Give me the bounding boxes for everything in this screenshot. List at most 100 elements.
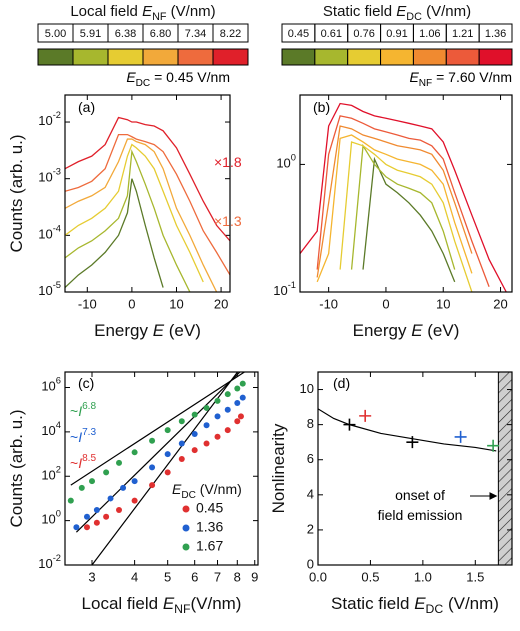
colorbar-swatch bbox=[212, 48, 249, 66]
tick-label: 10 bbox=[300, 381, 314, 396]
tick-label: 0 bbox=[128, 296, 135, 311]
point bbox=[116, 459, 123, 466]
tick-label: 100 bbox=[41, 509, 61, 527]
text-segment: (eV) bbox=[164, 321, 201, 340]
text-segment: (eV) bbox=[423, 321, 460, 340]
colorbar-swatch bbox=[177, 48, 214, 66]
point bbox=[78, 484, 85, 491]
tick-label: 104 bbox=[41, 420, 61, 438]
colorbar-cell bbox=[212, 23, 249, 43]
spectrum bbox=[65, 116, 230, 242]
text-segment: onset of bbox=[395, 487, 445, 503]
annotation: (d) bbox=[333, 375, 350, 391]
point bbox=[131, 478, 138, 485]
spectrum bbox=[65, 178, 164, 288]
tick-label: 10 bbox=[169, 296, 183, 311]
tick-label: 10-3 bbox=[38, 167, 61, 185]
tick-label: 8 bbox=[307, 416, 314, 431]
point bbox=[149, 482, 156, 489]
tick-label: 2 bbox=[307, 521, 314, 536]
colorbar-label: 8.22 bbox=[220, 28, 241, 40]
colorbar-label: 5.91 bbox=[80, 28, 101, 40]
tick-label: 106 bbox=[41, 376, 61, 394]
tick-label: 1.0 bbox=[414, 569, 432, 584]
tick-label: 4 bbox=[131, 569, 138, 584]
tick-exponent: -2 bbox=[53, 111, 61, 121]
tick-label: -10 bbox=[319, 296, 338, 311]
colorbar-swatch bbox=[380, 48, 414, 66]
tick-label: 3 bbox=[88, 569, 95, 584]
point bbox=[149, 437, 156, 444]
tick-label: 6 bbox=[307, 451, 314, 466]
point bbox=[234, 418, 241, 425]
colorbar-cell bbox=[478, 23, 513, 43]
text-segment: 7.3 bbox=[82, 427, 96, 438]
colorbar-swatch bbox=[445, 48, 480, 66]
annotation: field emission bbox=[378, 507, 463, 523]
colorbar-label: 0.91 bbox=[386, 28, 407, 40]
point bbox=[83, 513, 90, 520]
spectrum bbox=[65, 133, 230, 276]
annotation: (a) bbox=[78, 99, 95, 115]
point bbox=[89, 478, 96, 485]
colorbar-label: 1.36 bbox=[485, 28, 506, 40]
tick-label: 20 bbox=[214, 296, 228, 311]
text-segment: E bbox=[396, 3, 407, 20]
fit-line bbox=[91, 372, 239, 565]
colorbar-label: 0.61 bbox=[321, 28, 342, 40]
point bbox=[239, 380, 246, 387]
tick-label: 9 bbox=[251, 569, 258, 584]
text-segment: ~ bbox=[70, 403, 78, 419]
point bbox=[191, 447, 198, 454]
text-segment: (d) bbox=[333, 375, 350, 391]
text-segment: Static field bbox=[323, 3, 396, 20]
text-segment: DC bbox=[426, 602, 444, 616]
text-segment: (V/nm) bbox=[166, 3, 215, 20]
tick-label: 10-2 bbox=[38, 553, 61, 571]
spectrum bbox=[65, 143, 204, 283]
tick-base: 10 bbox=[273, 283, 287, 298]
colorbar-title: Static field EDC (V/nm) bbox=[323, 3, 471, 23]
text-segment: NF bbox=[419, 78, 432, 89]
spectrum bbox=[339, 141, 473, 292]
tick-base: 10 bbox=[38, 556, 52, 571]
text-segment: NF bbox=[152, 11, 167, 23]
spectrum bbox=[316, 115, 490, 287]
plot-frame bbox=[64, 94, 231, 293]
tick-label: 0 bbox=[307, 556, 314, 571]
y-axis-label: Counts (arb. u.) bbox=[7, 134, 26, 252]
point bbox=[178, 440, 185, 447]
point bbox=[454, 430, 467, 443]
text-segment: E bbox=[126, 69, 136, 85]
text-segment: Energy bbox=[353, 321, 412, 340]
point bbox=[149, 464, 156, 471]
point bbox=[178, 455, 185, 462]
fit-line bbox=[318, 408, 497, 452]
colorbar-swatch bbox=[412, 48, 447, 66]
tick-exponent: -1 bbox=[288, 280, 296, 290]
tick-label: 8 bbox=[234, 569, 241, 584]
text-segment: (V/nm) bbox=[443, 594, 499, 613]
plot-frame bbox=[299, 94, 513, 293]
text-segment: (c) bbox=[78, 375, 94, 391]
colorbar-label: 5.00 bbox=[45, 28, 66, 40]
point bbox=[164, 427, 171, 434]
tick-exponent: -3 bbox=[53, 167, 61, 177]
text-segment: Energy bbox=[94, 321, 153, 340]
tick-base: 10 bbox=[38, 283, 52, 298]
point bbox=[164, 451, 171, 458]
point bbox=[120, 484, 127, 491]
point bbox=[178, 418, 185, 425]
tick-exponent: 6 bbox=[56, 376, 61, 386]
tick-label: 102 bbox=[41, 465, 61, 483]
tick-label: 6 bbox=[191, 569, 198, 584]
tick-base: 10 bbox=[41, 512, 55, 527]
point bbox=[203, 422, 210, 429]
text-segment: E bbox=[411, 321, 423, 340]
text-segment: I bbox=[78, 455, 82, 471]
tick-base: 10 bbox=[38, 227, 52, 242]
colorbar-swatch bbox=[142, 48, 179, 66]
annotation: EDC = 0.45 V/nm bbox=[126, 69, 230, 89]
text-segment: E bbox=[153, 321, 165, 340]
colorbar-label: 7.34 bbox=[185, 28, 206, 40]
